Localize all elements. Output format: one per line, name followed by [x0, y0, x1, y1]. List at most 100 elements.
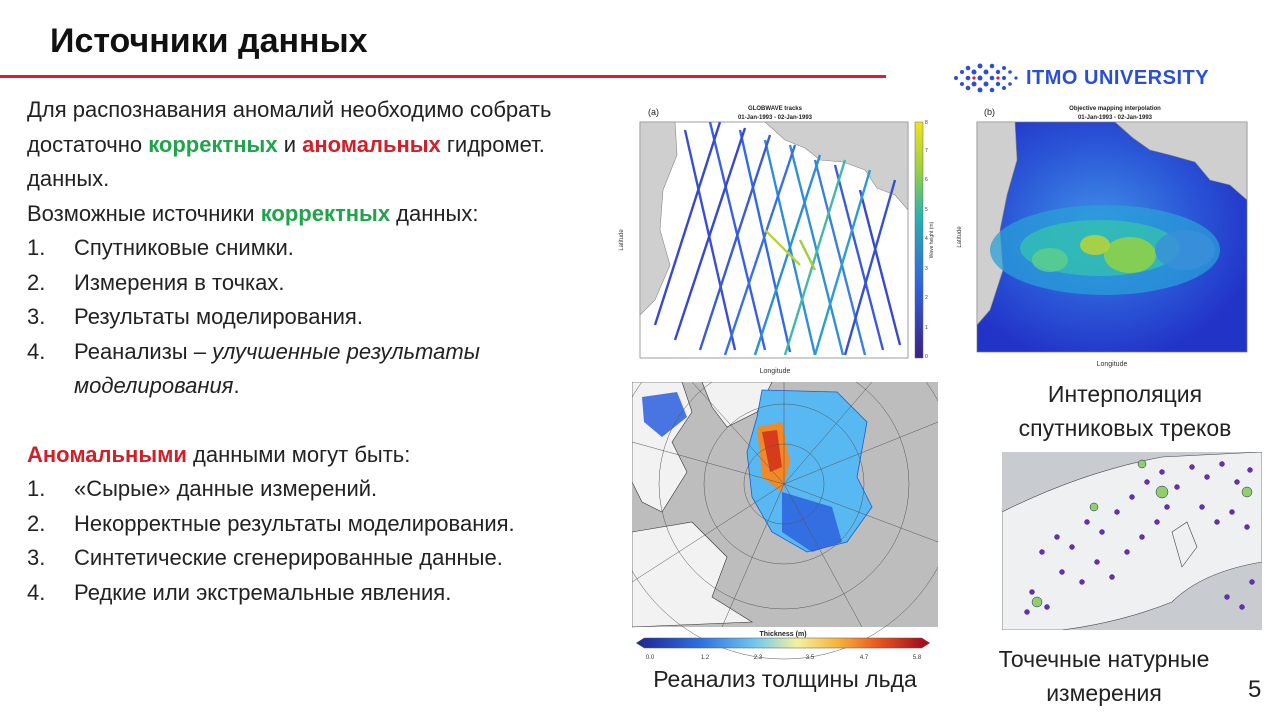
logo-text: ITMO UNIVERSITY: [1026, 67, 1210, 89]
colorbar-tick: 0: [925, 354, 928, 360]
interp-panel-label: (b): [984, 107, 995, 117]
list-item: 1. «Сырые» данные измерений.: [27, 472, 597, 507]
list-text: Некорректные результаты моделирования.: [74, 510, 515, 536]
tracks-colorbar-ticks: 0 1 2 3 4 5 6 7 8: [925, 120, 928, 360]
list-item: 2. Измерения в точках.: [27, 266, 597, 301]
list-text: Результаты моделирования.: [74, 304, 363, 329]
land-shape: [701, 381, 773, 428]
satellite-tracks: [653, 121, 902, 356]
list-text: Измерения в точках.: [74, 269, 285, 295]
logo-dots-icon: [954, 63, 1018, 93]
thick-ice-core: [762, 430, 782, 472]
colorbar-tick: 1: [925, 325, 928, 331]
colorbar-tick: 5: [925, 207, 928, 213]
colorbar-tick: 4.7: [860, 655, 869, 661]
list-text: Реанализы – улучшенные результаты модели…: [74, 335, 597, 404]
tracks-panel-label: (a): [648, 107, 659, 117]
caption-ice: Реанализ толщины льда: [653, 666, 917, 692]
land-shape: [764, 121, 909, 211]
list-number: 3.: [27, 304, 46, 329]
interp-title: Objective mapping interpolation: [1069, 106, 1161, 112]
text-block: Для распознавания аномалий необходимо со…: [27, 93, 597, 610]
colorbar-tick: 1.2: [701, 655, 710, 661]
sea-ice-patch: [642, 392, 687, 437]
possible-text: Возможные источники: [27, 200, 261, 226]
interp-subtitle: 01-Jan-1993 - 02-Jan-1993: [1078, 115, 1153, 121]
colorbar-tick: 5.8: [913, 655, 922, 661]
intro-tail: гидромет. данных.: [27, 131, 545, 192]
colorbar-tick: 3.5: [806, 655, 815, 661]
caption-stations: Точечные натурные измерения: [998, 646, 1210, 706]
list-text: «Сырые» данные измерений.: [74, 476, 378, 501]
tracks-subtitle: 01-Jan-1993 - 02-Jan-1993: [738, 115, 813, 121]
land-shape: [1171, 521, 1198, 568]
list-text-plain: Реанализы –: [74, 338, 213, 364]
list-text: Редкие или экстремальные явления.: [74, 579, 452, 605]
list-item: 3. Результаты моделирования.: [27, 300, 597, 335]
page-number: 5: [1248, 676, 1262, 703]
list-number: 1.: [27, 476, 46, 501]
tracks-colorbar: [914, 121, 924, 359]
list-item: 4. Редкие или экстремальные явления.: [27, 576, 597, 611]
land-shape: [1114, 121, 1248, 201]
tracks-ylabel: Latitude: [619, 229, 625, 251]
stations-figure: [1001, 451, 1263, 631]
sea-ice-patch: [782, 492, 842, 552]
slide-title: Источники данных: [50, 22, 368, 60]
tracks-xlabel: Longitude: [760, 368, 791, 375]
caption-interpolation: Интерполяция спутниковых треков: [1018, 381, 1232, 441]
interp-field: [990, 205, 1220, 295]
list-number: 2.: [27, 510, 46, 536]
list-number: 3.: [27, 545, 46, 570]
colorbar-tick: 2: [925, 295, 928, 301]
land-shape: [631, 521, 753, 628]
correct-highlight: корректных: [260, 200, 391, 226]
list-text: Синтетические сгенерированные данные.: [74, 545, 503, 570]
colorbar-tick: 4: [925, 236, 928, 242]
interp-xlabel: Longitude: [1097, 361, 1128, 368]
list-text: Спутниковые снимки.: [74, 235, 294, 260]
tracks-figure: (a) GLOBWAVE tracks 01-Jan-1993 - 02-Jan…: [615, 100, 935, 380]
interp-ylabel: Latitude: [957, 226, 963, 248]
possible-sources-heading: Возможные источники корректных данных:: [27, 197, 597, 232]
list-number: 4.: [27, 338, 46, 364]
ice-colorbar-ticks: 0.0 1.2 2.3 3.5 4.7 5.8: [646, 655, 922, 661]
ice-figure: Thickness (m) 0.0 1.2 2.3 3.5 4.7 5.8: [608, 308, 960, 667]
anomalous-heading: Аномальными данными могут быть:: [27, 438, 597, 473]
title-underline: [0, 75, 886, 78]
anomalous-highlight: Аномальными: [27, 441, 187, 467]
colorbar-tick: 6: [925, 177, 928, 183]
colorbar-tick: 8: [925, 120, 928, 126]
itmo-logo: ITMO UNIVERSITY: [950, 60, 1240, 96]
intro-conjunction: и: [277, 131, 303, 157]
land-shape: [976, 121, 1018, 326]
intro-text: Для распознавания аномалий необходимо со…: [27, 97, 552, 157]
list-item: 4. Реанализы – улучшенные результаты моде…: [27, 335, 597, 404]
tracks-title: GLOBWAVE tracks: [748, 106, 803, 112]
ice-colorbar: [643, 637, 923, 649]
anomalous-text: данными могут быть:: [186, 441, 411, 467]
station-markers-large: [1031, 459, 1253, 608]
possible-tail: данных:: [390, 200, 479, 226]
colorbar-arrow-right: [922, 638, 930, 648]
list-text-italic: улучшенные результаты моделирования: [74, 338, 480, 399]
ice-colorbar-label: Thickness (m): [759, 631, 806, 638]
list-item: 1. Спутниковые снимки.: [27, 231, 597, 266]
list-number: 4.: [27, 579, 46, 605]
station-markers: [1024, 461, 1255, 615]
colorbar-tick: 3: [925, 266, 928, 272]
list-item: 3. Синтетические сгенерированные данные.: [27, 541, 597, 576]
land-shape: [1001, 451, 1263, 631]
land-shape: [639, 121, 678, 316]
colorbar-arrow-left: [636, 638, 644, 648]
list-number: 2.: [27, 269, 46, 295]
colorbar-tick: 2.3: [754, 655, 763, 661]
interpolation-figure: (b) Objective mapping interpolation 01-J…: [955, 100, 1255, 370]
list-item: 2. Некорректные результаты моделирования.: [27, 507, 597, 542]
tracks-colorbar-label: Wave height (m): [929, 221, 935, 258]
intro-paragraph: Для распознавания аномалий необходимо со…: [27, 93, 597, 197]
correct-highlight: корректных: [148, 131, 278, 157]
anomalous-highlight: аномальных: [302, 131, 441, 157]
list-text-tail: .: [233, 373, 240, 398]
list-number: 1.: [27, 235, 46, 260]
